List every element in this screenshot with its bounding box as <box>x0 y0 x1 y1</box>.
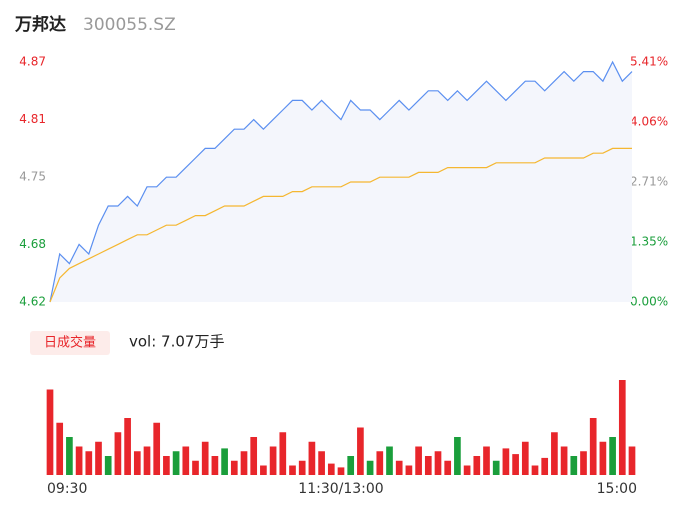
volume-bar <box>230 460 238 475</box>
volume-bar <box>502 448 510 475</box>
volume-bar <box>192 460 199 475</box>
volume-bar <box>95 441 102 475</box>
volume-bar <box>172 451 180 475</box>
volume-bar <box>357 427 364 475</box>
stock-code: 300055.SZ <box>83 15 176 35</box>
y-tick-label: 4.81 <box>19 112 46 126</box>
volume-bar <box>182 446 190 475</box>
volume-summary: vol: 7.07万手 <box>129 333 224 351</box>
volume-bar <box>618 380 626 475</box>
volume-bar <box>463 465 471 475</box>
volume-bar <box>570 456 578 475</box>
volume-bar <box>386 446 393 475</box>
volume-bar <box>298 460 306 475</box>
volume-bar <box>269 446 277 475</box>
volume-bar <box>580 451 587 475</box>
volume-bar <box>250 437 258 475</box>
volume-bar <box>454 437 461 475</box>
volume-bar <box>56 422 64 475</box>
volume-bar <box>521 441 529 475</box>
volume-bar <box>153 422 161 475</box>
legend-pill <box>30 331 110 355</box>
volume-bar <box>541 457 549 475</box>
volume-bar <box>395 460 403 475</box>
y2-tick-label: 2.71% <box>630 174 668 188</box>
volume-bar <box>104 456 112 475</box>
y-tick-label: 4.62 <box>19 295 46 309</box>
volume-bar <box>124 418 131 475</box>
x-tick-label: 11:30/13:00 <box>298 481 383 497</box>
volume-bar <box>289 465 296 475</box>
volume-bar <box>337 467 345 475</box>
x-tick-label: 15:00 <box>597 481 637 497</box>
y-tick-label: 4.87 <box>19 55 46 69</box>
volume-bar <box>609 437 616 475</box>
volume-bar <box>434 451 442 475</box>
volume-bar <box>46 389 54 475</box>
volume-bar <box>66 437 73 475</box>
volume-bar <box>405 465 413 475</box>
y-tick-label: 4.68 <box>19 237 46 251</box>
y2-tick-label: 0.00% <box>630 295 668 309</box>
volume-bar <box>211 456 219 475</box>
volume-bar <box>366 460 374 475</box>
y2-tick-label: 5.41% <box>630 55 668 69</box>
volume-bar <box>415 446 422 475</box>
volume-bar <box>240 451 248 475</box>
volume-bar <box>589 418 597 475</box>
volume-bar <box>327 463 335 475</box>
volume-bar <box>143 446 151 475</box>
volume-bar <box>163 456 170 475</box>
volume-bar <box>424 456 432 475</box>
volume-bar <box>133 451 141 475</box>
y2-tick-label: 4.06% <box>630 114 668 128</box>
volume-bar <box>628 446 636 475</box>
volume-bar <box>318 451 325 475</box>
volume-bar <box>75 446 83 475</box>
volume-bar <box>492 460 500 475</box>
price-area <box>50 62 632 302</box>
y2-tick-label: 1.35% <box>630 235 668 249</box>
volume-bar <box>221 448 228 475</box>
volume-bar <box>201 441 209 475</box>
volume-bar <box>114 432 122 475</box>
x-tick-label: 09:30 <box>47 481 87 497</box>
volume-bar <box>260 465 267 475</box>
volume-bar <box>483 446 490 475</box>
volume-bar <box>473 456 481 475</box>
line-average <box>49 147 632 303</box>
volume-bar <box>551 432 558 475</box>
volume-bar <box>599 441 607 475</box>
volume-bar <box>512 454 519 475</box>
stock-name: 万邦达 <box>14 14 66 35</box>
volume-bar <box>560 446 568 475</box>
volume-bar <box>376 451 384 475</box>
volume-bar <box>347 456 355 475</box>
volume-bar <box>279 432 287 475</box>
y-tick-label: 4.75 <box>19 170 46 184</box>
volume-legend: 日成交量 <box>44 335 96 351</box>
volume-bar <box>444 460 452 475</box>
volume-bar <box>85 451 93 475</box>
volume-bar <box>308 441 316 475</box>
volume-bar <box>531 465 539 475</box>
line-price <box>49 60 633 303</box>
